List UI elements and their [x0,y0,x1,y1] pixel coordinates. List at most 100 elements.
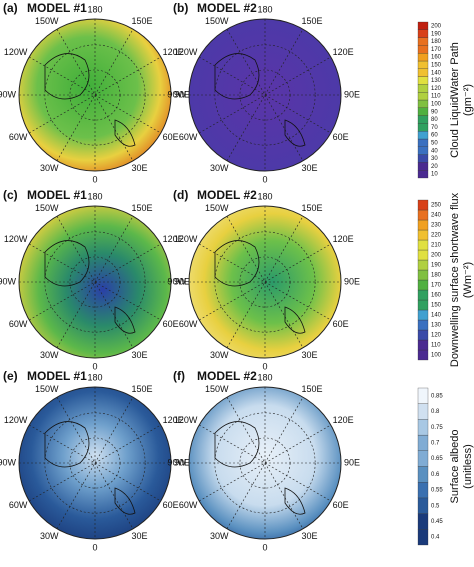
colorbar-label: Downwelling surface shortwave flux [449,192,461,367]
longitude-label: 120E [163,415,184,425]
colorbar-tick-label: 200 [431,253,442,259]
colorbar-box [417,349,429,361]
longitude-label: 90E [344,276,360,286]
panel-label: (e) [3,369,18,383]
colorbar-tick-label: 90 [431,109,438,115]
longitude-label: 30E [302,531,318,541]
longitude-label: 90E [174,457,190,467]
colorbar-box [417,29,429,38]
coastline [214,421,306,515]
colorbar-box [417,60,429,69]
colorbar-tick-label: 240 [431,213,442,219]
colorbar-box [417,209,429,221]
longitude-label: 120W [174,415,198,425]
colorbar-tick-label: 50 [431,140,438,146]
meridian [56,216,134,348]
map-panel: (b) MODEL #2 180 150E 120E 90E 60E 30E 0 30W 60W 90… [167,1,360,184]
panel-title: MODEL #1 [27,188,87,202]
colorbar-box [417,279,429,291]
colorbar-tick-label: 200 [431,23,442,29]
colorbar-box [417,419,429,436]
panel-title: MODEL #1 [27,369,87,383]
coastline [214,53,306,147]
longitude-label: 90W [0,457,16,467]
panel-label: (f) [173,369,185,383]
colorbar-label: Surface albedo [449,430,461,504]
longitude-label: 120E [333,415,354,425]
longitude-label: 150E [302,384,323,394]
colorbar-tick-label: 130 [431,78,442,84]
colorbar-tick-label: 0.5 [431,503,440,509]
colorbar-tick-label: 100 [431,101,442,107]
colorbar-box [417,289,429,301]
longitude-label: 180 [87,191,102,201]
panel-label: (b) [173,1,188,15]
longitude-label: 150E [132,16,153,26]
colorbar-box [417,123,429,132]
colorbar-unit: (Wm⁻²) [462,262,474,298]
colorbar-box [417,21,429,30]
colorbar-tick-label: 150 [431,303,442,309]
longitude-label: 0 [262,174,267,184]
meridian [56,397,134,529]
colorbar-tick-label: 0.8 [431,409,440,415]
colorbar-tick-label: 250 [431,203,442,209]
colorbar-tick-label: 170 [431,47,442,53]
longitude-label: 120E [163,47,184,57]
colorbar-box [417,170,429,179]
colorbar-tick-label: 20 [431,164,438,170]
colorbar-tick-label: 0.45 [431,519,443,525]
colorbar-box [417,249,429,261]
longitude-label: 0 [262,542,267,552]
colorbar-tick-label: 160 [431,293,442,299]
panel-title: MODEL #2 [197,188,257,202]
colorbar-tick-label: 40 [431,148,438,154]
colorbar-tick-label: 190 [431,31,442,37]
colorbar-box [417,68,429,77]
longitude-label: 30W [40,531,59,541]
longitude-label: 60W [9,319,28,329]
longitude-label: 60W [9,500,28,510]
colorbar-tick-label: 70 [431,125,438,131]
colorbar-tick-label: 120 [431,86,442,92]
colorbar-tick-label: 130 [431,323,442,329]
colorbar-box [417,450,429,467]
map-panel: (f) MODEL #2 180 150E 120E 90E 60E 30E 0 30W 60W 90… [167,369,360,552]
longitude-label: 120W [174,47,198,57]
coastline [214,240,306,334]
longitude-label: 30W [210,163,229,173]
longitude-label: 30W [40,350,59,360]
longitude-label: 60W [179,319,198,329]
longitude-label: 0 [92,361,97,371]
longitude-label: 150W [205,203,229,213]
colorbar-box [417,497,429,514]
coastline [44,53,136,147]
colorbar-box [417,319,429,331]
meridian [56,29,134,161]
longitude-label: 120E [163,234,184,244]
longitude-label: 90W [0,89,16,99]
colorbar-box [417,92,429,101]
longitude-label: 150E [302,203,323,213]
colorbar-box [417,99,429,108]
colorbar-tick-label: 110 [431,94,441,100]
longitude-label: 60E [333,319,349,329]
longitude-label: 30W [210,531,229,541]
longitude-label: 120W [4,415,28,425]
longitude-label: 180 [257,4,272,14]
colorbar-box [417,162,429,171]
meridian [226,216,304,348]
longitude-label: 150E [302,16,323,26]
panel-label: (a) [3,1,18,15]
longitude-label: 150W [205,16,229,26]
panel-label: (d) [173,188,188,202]
colorbar-unit: (unitless) [462,444,474,489]
longitude-label: 150W [35,384,59,394]
colorbar-tick-label: 160 [431,55,442,61]
colorbar-box [417,299,429,311]
panel-title: MODEL #2 [197,369,257,383]
colorbar-tick-label: 0.85 [431,393,443,399]
colorbar-box [417,482,429,499]
colorbar-box [417,219,429,231]
